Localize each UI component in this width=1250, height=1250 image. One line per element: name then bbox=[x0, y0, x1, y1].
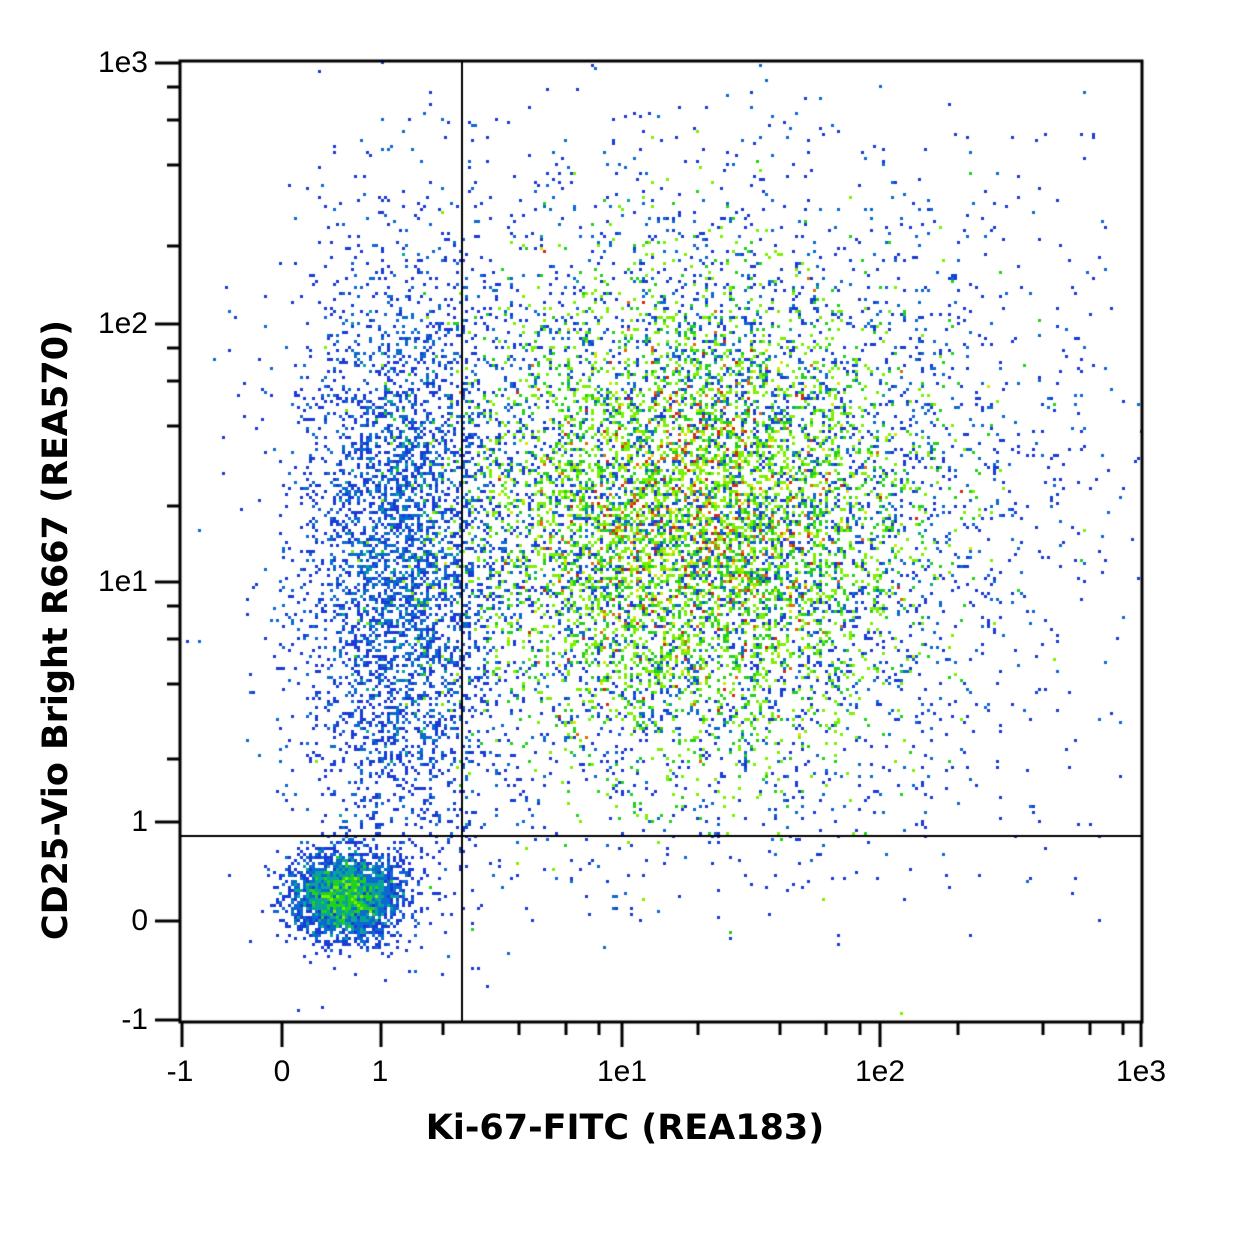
y-tick-1: 1 bbox=[131, 805, 148, 838]
y-tick-1e1: 1e1 bbox=[97, 565, 148, 598]
x-tick-1e2: 1e2 bbox=[854, 1055, 906, 1088]
x-tick-minus-1: -1 bbox=[166, 1055, 194, 1088]
y-tick-minus-1: -1 bbox=[121, 1003, 148, 1036]
y-tick-1e2: 1e2 bbox=[97, 307, 148, 340]
y-tick-0: 0 bbox=[131, 904, 148, 937]
x-tick-1: 1 bbox=[371, 1055, 389, 1088]
x-tick-0: 0 bbox=[273, 1055, 291, 1088]
y-tick-1e3: 1e3 bbox=[97, 46, 148, 79]
x-axis-title: Ki-67-FITC (REA183) bbox=[425, 1108, 825, 1148]
x-tick-1e1: 1e1 bbox=[596, 1055, 648, 1088]
x-tick-1e3: 1e3 bbox=[1115, 1055, 1167, 1088]
y-axis-title: CD25-Vio Bright R667 (REA570) bbox=[36, 319, 76, 941]
